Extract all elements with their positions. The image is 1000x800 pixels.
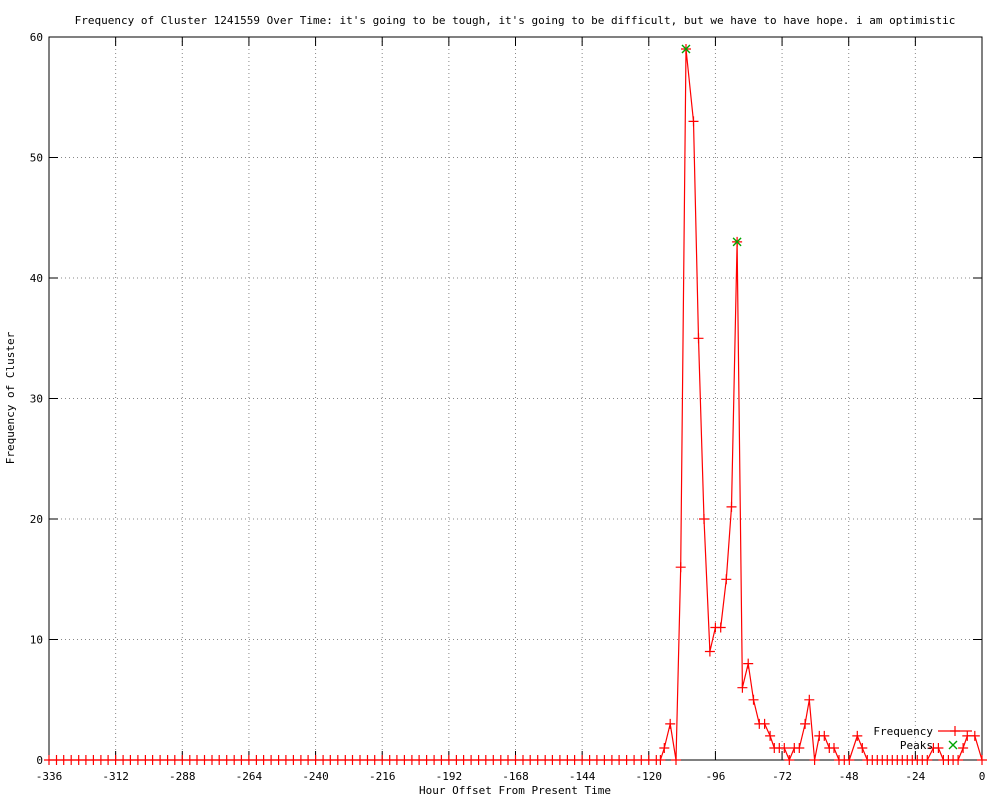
- legend-label-frequency: Frequency: [873, 725, 933, 738]
- legend-label-peaks: Peaks: [900, 739, 933, 752]
- data-series: [44, 44, 987, 765]
- x-tick-label: -72: [772, 770, 792, 783]
- x-tick-label: -120: [636, 770, 663, 783]
- x-axis-label: Hour Offset From Present Time: [419, 784, 611, 797]
- legend-peaks-x-marker: [948, 740, 958, 750]
- frequency-point-markers: [44, 44, 987, 765]
- x-tick-label: -336: [36, 770, 63, 783]
- x-tick-label: -288: [169, 770, 196, 783]
- y-tick-label: 40: [30, 272, 43, 285]
- x-tick-label: -168: [502, 770, 529, 783]
- chart-title: Frequency of Cluster 1241559 Over Time: …: [75, 14, 956, 27]
- x-tick-label: -216: [369, 770, 396, 783]
- y-tick-label: 10: [30, 634, 43, 647]
- y-tick-label: 60: [30, 31, 43, 44]
- tick-labels: -336 -312 -288 -264 -240 -216 -192 -168 -144 -120…: [30, 31, 986, 783]
- legend-sample-peaks-marker: [948, 740, 958, 750]
- x-tick-label: -312: [102, 770, 129, 783]
- x-tick-label: -96: [705, 770, 725, 783]
- legend-sample-frequency-line: [938, 726, 972, 736]
- grid: [49, 37, 982, 760]
- x-tick-label: -48: [839, 770, 859, 783]
- peak-markers: [681, 44, 742, 247]
- legend: Frequency Peaks: [873, 725, 972, 752]
- x-tick-label: 0: [979, 770, 986, 783]
- y-tick-label: 0: [36, 754, 43, 767]
- x-tick-label: -144: [569, 770, 596, 783]
- y-tick-label: 30: [30, 393, 43, 406]
- x-tick-label: -192: [436, 770, 463, 783]
- legend-frequency-plus-marker: [950, 726, 960, 736]
- y-axis-label: Frequency of Cluster: [4, 331, 17, 464]
- y-tick-label: 50: [30, 152, 43, 165]
- x-tick-label: -240: [302, 770, 329, 783]
- y-tick-label: 20: [30, 513, 43, 526]
- x-tick-label: -24: [905, 770, 925, 783]
- x-tick-label: -264: [236, 770, 263, 783]
